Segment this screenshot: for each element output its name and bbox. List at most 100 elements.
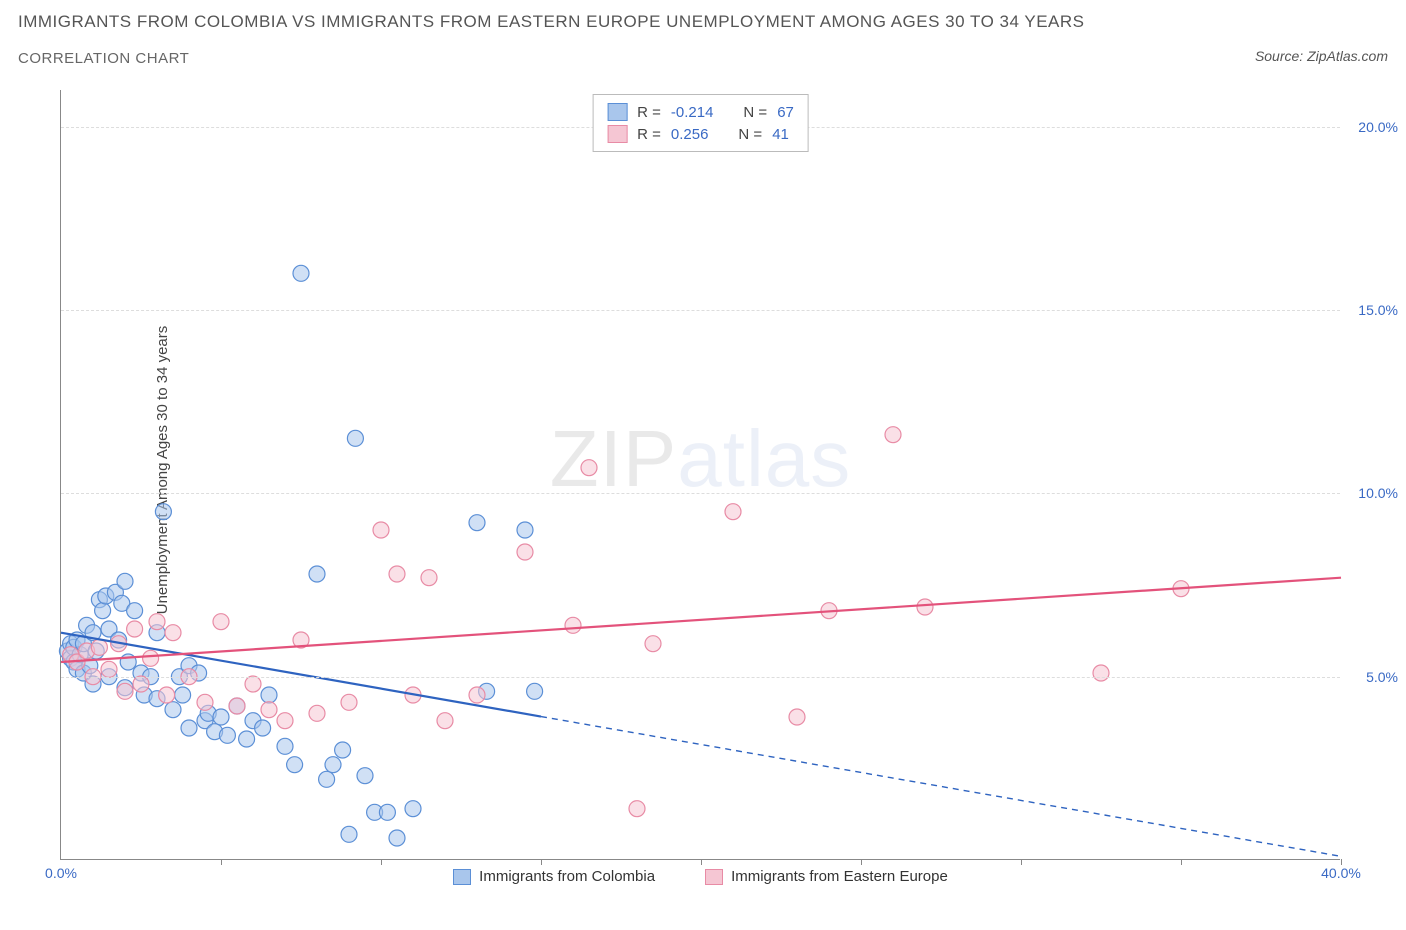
scatter-point	[245, 676, 261, 692]
scatter-point	[277, 713, 293, 729]
scatter-point	[277, 738, 293, 754]
scatter-point	[117, 683, 133, 699]
scatter-svg	[61, 90, 1340, 859]
y-tick-label: 15.0%	[1358, 302, 1398, 318]
x-minor-tick	[701, 859, 702, 865]
scatter-point	[469, 687, 485, 703]
scatter-point	[373, 522, 389, 538]
x-minor-tick	[541, 859, 542, 865]
scatter-point	[581, 460, 597, 476]
legend-row-colombia: R = -0.214 N = 67	[607, 101, 794, 123]
legend-swatch-easteur	[607, 125, 627, 143]
legend-n-label: N =	[738, 126, 762, 143]
legend-n-label: N =	[743, 104, 767, 121]
x-minor-tick	[1341, 859, 1342, 865]
scatter-point	[127, 603, 143, 619]
scatter-point	[565, 617, 581, 633]
scatter-point	[213, 614, 229, 630]
legend-n-value-colombia: 67	[777, 104, 794, 121]
scatter-point	[347, 430, 363, 446]
scatter-point	[1093, 665, 1109, 681]
scatter-point	[527, 683, 543, 699]
scatter-point	[293, 265, 309, 281]
scatter-point	[287, 757, 303, 773]
scatter-point	[335, 742, 351, 758]
x-tick-label: 0.0%	[45, 865, 77, 881]
scatter-point	[155, 504, 171, 520]
grid-line	[61, 493, 1340, 494]
scatter-point	[175, 687, 191, 703]
scatter-point	[517, 522, 533, 538]
scatter-point	[127, 621, 143, 637]
scatter-point	[389, 830, 405, 846]
legend-item-easteur: Immigrants from Eastern Europe	[705, 868, 948, 885]
grid-line	[61, 310, 1340, 311]
legend-swatch-colombia	[607, 103, 627, 121]
scatter-point	[319, 771, 335, 787]
y-tick-label: 10.0%	[1358, 485, 1398, 501]
scatter-point	[725, 504, 741, 520]
x-minor-tick	[1021, 859, 1022, 865]
scatter-point	[421, 570, 437, 586]
y-tick-label: 5.0%	[1366, 669, 1398, 685]
scatter-point	[159, 687, 175, 703]
legend-row-easteur: R = 0.256 N = 41	[607, 123, 794, 145]
scatter-point	[379, 804, 395, 820]
x-minor-tick	[1181, 859, 1182, 865]
legend-n-value-easteur: 41	[772, 126, 789, 143]
scatter-point	[255, 720, 271, 736]
chart-plot-area: ZIPatlas R = -0.214 N = 67 R = 0.256 N =…	[60, 90, 1340, 860]
legend-stats-box: R = -0.214 N = 67 R = 0.256 N = 41	[592, 94, 809, 152]
scatter-point	[341, 826, 357, 842]
scatter-point	[517, 544, 533, 560]
legend-bottom: Immigrants from Colombia Immigrants from…	[61, 868, 1340, 885]
scatter-point	[469, 515, 485, 531]
scatter-point	[389, 566, 405, 582]
scatter-point	[239, 731, 255, 747]
legend-r-label: R =	[637, 104, 661, 121]
regression-line-solid	[61, 578, 1341, 662]
scatter-point	[261, 687, 277, 703]
x-tick-label: 40.0%	[1321, 865, 1361, 881]
y-tick-label: 20.0%	[1358, 119, 1398, 135]
scatter-point	[133, 676, 149, 692]
regression-line-dashed	[541, 717, 1341, 857]
scatter-point	[181, 720, 197, 736]
scatter-point	[405, 801, 421, 817]
x-minor-tick	[861, 859, 862, 865]
scatter-point	[117, 573, 133, 589]
scatter-point	[325, 757, 341, 773]
scatter-point	[91, 639, 107, 655]
legend-r-value-easteur: 0.256	[671, 126, 709, 143]
scatter-point	[101, 661, 117, 677]
scatter-point	[219, 727, 235, 743]
legend-r-label: R =	[637, 126, 661, 143]
chart-subtitle: Correlation Chart	[18, 50, 1084, 67]
scatter-point	[437, 713, 453, 729]
scatter-point	[357, 768, 373, 784]
scatter-point	[917, 599, 933, 615]
legend-swatch-easteur-b	[705, 869, 723, 885]
x-minor-tick	[221, 859, 222, 865]
scatter-point	[309, 705, 325, 721]
scatter-point	[165, 625, 181, 641]
scatter-point	[261, 702, 277, 718]
scatter-point	[645, 636, 661, 652]
legend-swatch-colombia-b	[453, 869, 471, 885]
scatter-point	[629, 801, 645, 817]
scatter-point	[309, 566, 325, 582]
scatter-point	[143, 650, 159, 666]
scatter-point	[789, 709, 805, 725]
x-minor-tick	[381, 859, 382, 865]
scatter-point	[165, 702, 181, 718]
source-label: Source: ZipAtlas.com	[1255, 48, 1388, 64]
scatter-point	[229, 698, 245, 714]
legend-label-colombia: Immigrants from Colombia	[479, 868, 655, 885]
scatter-point	[197, 694, 213, 710]
chart-title: Immigrants from Colombia vs Immigrants f…	[18, 12, 1084, 32]
grid-line	[61, 677, 1340, 678]
legend-label-easteur: Immigrants from Eastern Europe	[731, 868, 948, 885]
scatter-point	[341, 694, 357, 710]
scatter-point	[149, 614, 165, 630]
scatter-point	[95, 603, 111, 619]
